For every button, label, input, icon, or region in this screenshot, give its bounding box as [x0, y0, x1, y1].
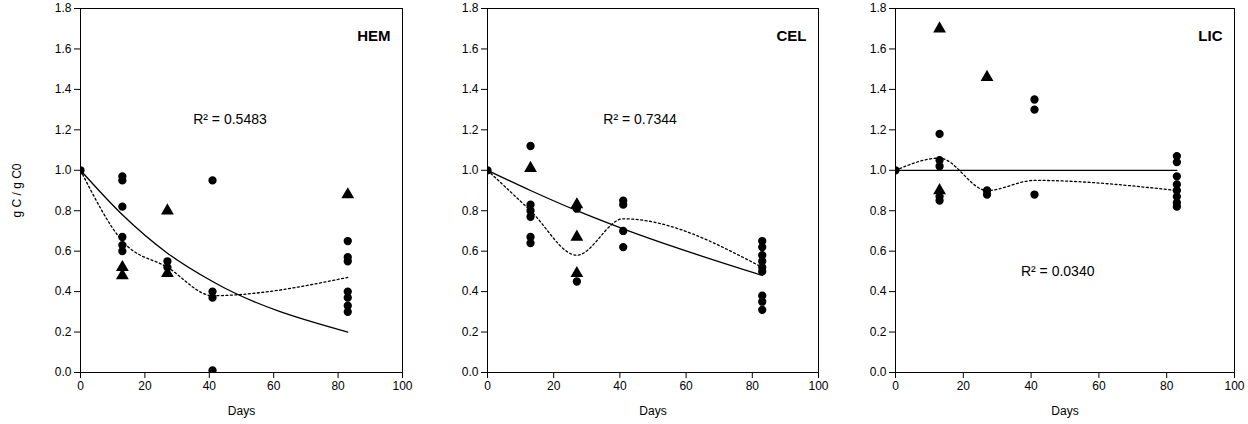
svg-text:0: 0	[892, 379, 899, 393]
svg-text:Days: Days	[639, 404, 666, 418]
svg-text:0.0: 0.0	[870, 365, 887, 379]
svg-text:1.0: 1.0	[55, 163, 72, 177]
svg-text:Days: Days	[228, 404, 255, 418]
svg-text:0.8: 0.8	[870, 204, 887, 218]
svg-text:0.2: 0.2	[462, 325, 479, 339]
svg-text:100: 100	[808, 379, 828, 393]
svg-text:R² = 0.0340: R² = 0.0340	[1021, 263, 1095, 279]
svg-text:0.6: 0.6	[462, 244, 479, 258]
svg-text:0.4: 0.4	[55, 284, 72, 298]
svg-text:R² = 0.5483: R² = 0.5483	[193, 111, 267, 127]
svg-text:0: 0	[484, 379, 491, 393]
svg-text:1.0: 1.0	[870, 163, 887, 177]
svg-text:0.6: 0.6	[55, 244, 72, 258]
svg-text:20: 20	[138, 379, 152, 393]
svg-text:1.2: 1.2	[462, 123, 479, 137]
svg-text:0: 0	[77, 379, 84, 393]
svg-text:100: 100	[392, 379, 412, 393]
svg-text:1.8: 1.8	[55, 1, 72, 15]
svg-text:60: 60	[679, 379, 693, 393]
svg-text:0.4: 0.4	[462, 284, 479, 298]
svg-text:1.6: 1.6	[55, 42, 72, 56]
svg-text:LIC: LIC	[1198, 27, 1222, 44]
svg-text:1.6: 1.6	[462, 42, 479, 56]
svg-text:g C / g C0: g C / g C0	[10, 163, 24, 217]
svg-text:60: 60	[267, 379, 281, 393]
svg-text:1.2: 1.2	[55, 123, 72, 137]
svg-text:1.2: 1.2	[870, 123, 887, 137]
svg-text:CEL: CEL	[777, 27, 807, 44]
svg-text:Days: Days	[1051, 404, 1078, 418]
svg-text:1.8: 1.8	[462, 1, 479, 15]
svg-text:100: 100	[1224, 379, 1244, 393]
svg-text:40: 40	[203, 379, 217, 393]
svg-text:1.4: 1.4	[462, 82, 479, 96]
svg-text:1.4: 1.4	[55, 82, 72, 96]
svg-text:0.2: 0.2	[870, 325, 887, 339]
svg-text:0.6: 0.6	[870, 244, 887, 258]
svg-text:1.0: 1.0	[462, 163, 479, 177]
svg-text:1.6: 1.6	[870, 42, 887, 56]
svg-text:80: 80	[1160, 379, 1174, 393]
svg-text:0.2: 0.2	[55, 325, 72, 339]
svg-text:40: 40	[613, 379, 627, 393]
svg-text:0.0: 0.0	[462, 365, 479, 379]
svg-text:80: 80	[331, 379, 345, 393]
svg-text:20: 20	[957, 379, 971, 393]
svg-text:HEM: HEM	[357, 27, 390, 44]
svg-text:80: 80	[746, 379, 760, 393]
svg-text:1.8: 1.8	[870, 1, 887, 15]
svg-text:R² = 0.7344: R² = 0.7344	[603, 111, 677, 127]
svg-text:0.0: 0.0	[55, 365, 72, 379]
svg-text:1.4: 1.4	[870, 82, 887, 96]
svg-text:0.4: 0.4	[870, 284, 887, 298]
svg-text:40: 40	[1024, 379, 1038, 393]
svg-text:0.8: 0.8	[462, 204, 479, 218]
svg-text:0.8: 0.8	[55, 204, 72, 218]
svg-text:60: 60	[1092, 379, 1106, 393]
svg-text:20: 20	[547, 379, 561, 393]
